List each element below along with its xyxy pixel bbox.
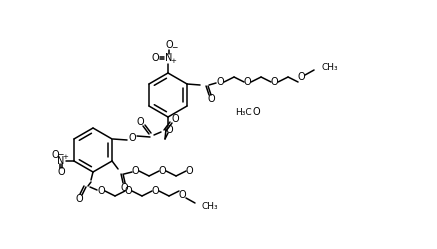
Text: O: O — [178, 190, 186, 200]
Text: O: O — [270, 77, 278, 87]
Text: O: O — [185, 166, 193, 176]
Text: O: O — [75, 194, 83, 204]
Text: O: O — [243, 77, 251, 87]
Text: O: O — [297, 72, 305, 82]
Text: CH₃: CH₃ — [202, 201, 218, 210]
Text: +: + — [170, 58, 176, 64]
Text: O: O — [165, 125, 173, 135]
Text: O: O — [57, 167, 65, 177]
Text: O: O — [124, 186, 132, 196]
Text: O: O — [252, 107, 260, 117]
Text: O: O — [151, 53, 159, 63]
Text: H₃C: H₃C — [236, 108, 252, 117]
Text: O: O — [171, 114, 179, 124]
Text: +: + — [62, 154, 68, 160]
Text: −: − — [57, 150, 63, 160]
Text: N: N — [57, 156, 65, 166]
Text: O: O — [136, 117, 144, 127]
Text: O: O — [51, 150, 59, 160]
Text: N: N — [165, 53, 173, 63]
Text: CH₃: CH₃ — [321, 62, 338, 71]
Text: O: O — [120, 183, 128, 193]
Text: O: O — [216, 77, 224, 87]
Text: O: O — [97, 186, 105, 196]
Text: O: O — [165, 40, 173, 50]
Text: −: − — [171, 44, 177, 53]
Text: O: O — [151, 186, 159, 196]
Text: O: O — [128, 133, 136, 143]
Text: O: O — [207, 94, 215, 104]
Text: O: O — [158, 166, 166, 176]
Text: O: O — [131, 166, 139, 176]
